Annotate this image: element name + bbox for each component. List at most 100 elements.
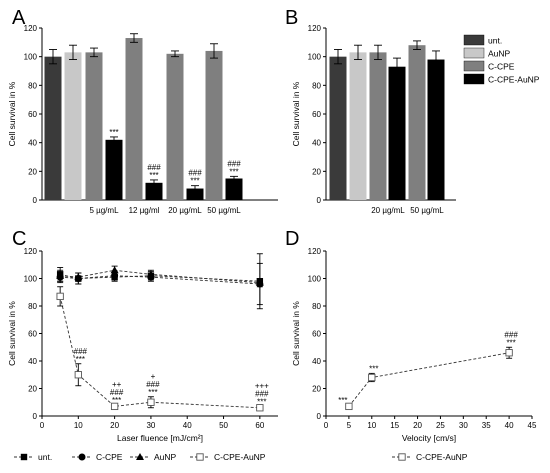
panel-c-series-line bbox=[59, 296, 260, 409]
panel-b-y-tick-label: 120 bbox=[308, 24, 322, 33]
panel-c-y-tick-label: 100 bbox=[24, 275, 38, 284]
panel-label-c: C bbox=[12, 228, 26, 250]
panel-c-marker bbox=[255, 278, 264, 286]
panel-label-d: D bbox=[285, 228, 299, 250]
panel-c-legend-label: C-CPE-AuNP bbox=[214, 452, 266, 462]
panel-d-y-tick-label: 120 bbox=[308, 247, 322, 256]
panel-a-significance: *** bbox=[109, 128, 118, 137]
panel-a-group-label: 20 µg/mL bbox=[168, 206, 202, 215]
panel-a-bar bbox=[205, 50, 223, 200]
panel-c-legend-marker bbox=[196, 453, 204, 461]
panel-a-bar bbox=[85, 52, 103, 200]
panel-d-x-tick-label: 10 bbox=[367, 421, 376, 430]
panel-d-significance: *** bbox=[506, 338, 515, 347]
panel-a-y-axis-label: Cell survival in % bbox=[7, 81, 17, 146]
panel-a-bar bbox=[166, 53, 184, 200]
panel-b-bar bbox=[388, 66, 406, 200]
panel-d-y-tick-label: 80 bbox=[312, 302, 321, 311]
panel-c-marker bbox=[147, 398, 155, 406]
panel-c-chart: 0 20 40 60 80 100 120 Cell survival in % 0 10 20 30… bbox=[7, 247, 278, 443]
panel-d-x-tick-label: 15 bbox=[390, 421, 399, 430]
panel-a-y-tick-label: 40 bbox=[28, 139, 37, 148]
panel-c-series-line bbox=[60, 275, 260, 285]
panel-c-y-tick-label: 80 bbox=[28, 302, 37, 311]
panel-a-y-tick-label: 0 bbox=[33, 196, 38, 205]
panel-d-y-tick-label: 40 bbox=[312, 357, 321, 366]
panel-d-x-tick-label: 40 bbox=[505, 421, 514, 430]
panel-d-x-tick-label: 30 bbox=[459, 421, 468, 430]
panel-b-bar bbox=[329, 56, 347, 200]
panel-d-x-tick-label: 45 bbox=[528, 421, 537, 430]
panel-c-x-tick-label: 20 bbox=[110, 421, 119, 430]
panel-a-y-tick-label: 80 bbox=[28, 81, 37, 90]
panel-c-marker bbox=[146, 270, 155, 278]
panel-a-y-tick-label: 100 bbox=[24, 53, 38, 62]
panel-label-a: A bbox=[12, 7, 26, 29]
panel-a-group-label: 50 µg/mL bbox=[207, 206, 241, 215]
panel-c-significance: + bbox=[151, 372, 156, 381]
panel-b-y-tick-label: 0 bbox=[317, 196, 322, 205]
panel-a-bar bbox=[186, 188, 204, 200]
panel-c-significance: +++ bbox=[255, 381, 269, 390]
panel-c-legend-marker bbox=[136, 453, 144, 460]
panel-a-significance: *** bbox=[190, 177, 199, 186]
legend-label: C-CPE bbox=[488, 62, 515, 72]
panel-c-y-tick-label: 0 bbox=[33, 412, 38, 421]
panel-a-significance: *** bbox=[149, 171, 158, 180]
panel-c-y-tick-label: 20 bbox=[28, 385, 37, 394]
panel-c-marker bbox=[56, 271, 65, 279]
bar-legend: unt. AuNP C-CPE C-CPE-AuNP bbox=[463, 34, 540, 85]
panel-b-group-label: 50 µg/mL bbox=[410, 206, 444, 215]
panel-d-y-axis-label: Cell survival in % bbox=[291, 301, 301, 366]
panel-d-significance: *** bbox=[338, 396, 347, 405]
panel-a-bar bbox=[145, 182, 163, 200]
panel-a-significance: ### bbox=[188, 169, 202, 178]
panel-d-significance: ### bbox=[504, 330, 518, 339]
panel-c-x-tick-label: 40 bbox=[183, 421, 192, 430]
panel-c-legend-marker bbox=[78, 453, 86, 461]
panel-b-y-tick-label: 80 bbox=[312, 81, 321, 90]
panel-b-y-tick-label: 20 bbox=[312, 167, 321, 176]
panel-b-chart: 0 20 40 60 80 100 120 Cell survival in % 20 µg/m… bbox=[291, 24, 456, 215]
panel-c-x-tick-label: 30 bbox=[146, 421, 155, 430]
panel-c-marker bbox=[256, 404, 264, 412]
panel-c-y-axis-label: Cell survival in % bbox=[7, 301, 17, 366]
panel-b-group-label: 20 µg/mL bbox=[371, 206, 405, 215]
panel-a-y-tick-label: 60 bbox=[28, 110, 37, 119]
panel-a-significance: ### bbox=[147, 163, 161, 172]
panel-a-bar bbox=[44, 56, 62, 200]
panel-c-significance: *** bbox=[112, 396, 121, 405]
legend-swatch bbox=[463, 60, 485, 72]
panel-d-marker bbox=[368, 373, 376, 382]
legend-label: AuNP bbox=[488, 49, 511, 59]
panel-c-significance: ++ bbox=[112, 380, 122, 389]
panel-c-marker bbox=[110, 266, 119, 274]
panel-d-x-tick-label: 5 bbox=[347, 421, 352, 430]
panel-label-b: B bbox=[285, 7, 298, 29]
panel-c-significance: *** bbox=[76, 355, 85, 364]
panel-a-y-tick-label: 20 bbox=[28, 167, 37, 176]
panel-d-chart: 0 20 40 60 80 100 120 Cell survival in % 0 5 10 15 2… bbox=[291, 247, 537, 443]
panel-c-y-tick-label: 60 bbox=[28, 330, 37, 339]
panel-c-legend-label: unt. bbox=[38, 452, 52, 462]
panel-d-x-axis-label: Velocity [cm/s] bbox=[402, 433, 456, 443]
panel-c-marker bbox=[74, 371, 82, 379]
panel-a-bar bbox=[105, 139, 123, 200]
panel-c-marker bbox=[111, 272, 119, 280]
panel-b-bar bbox=[349, 52, 367, 200]
panel-b-y-axis-label: Cell survival in % bbox=[291, 81, 301, 146]
panel-d-legend: C-CPE-AuNP bbox=[392, 452, 468, 462]
panel-c-x-tick-label: 60 bbox=[255, 421, 264, 430]
panel-a-y-tick-label: 120 bbox=[24, 24, 38, 33]
panel-d-legend-marker bbox=[398, 453, 406, 461]
panel-d-y-tick-label: 100 bbox=[308, 275, 322, 284]
panel-a-significance: *** bbox=[229, 167, 238, 176]
panel-c-significance: *** bbox=[148, 388, 157, 397]
panel-a-significance: ### bbox=[227, 159, 241, 168]
panel-d-y-tick-label: 20 bbox=[312, 385, 321, 394]
panel-c-legend-label: AuNP bbox=[154, 452, 177, 462]
panel-b-bar bbox=[408, 45, 426, 201]
panel-c-x-axis-label: Laser fluence [mJ/cm²] bbox=[117, 433, 203, 443]
panel-c-y-tick-label: 40 bbox=[28, 357, 37, 366]
